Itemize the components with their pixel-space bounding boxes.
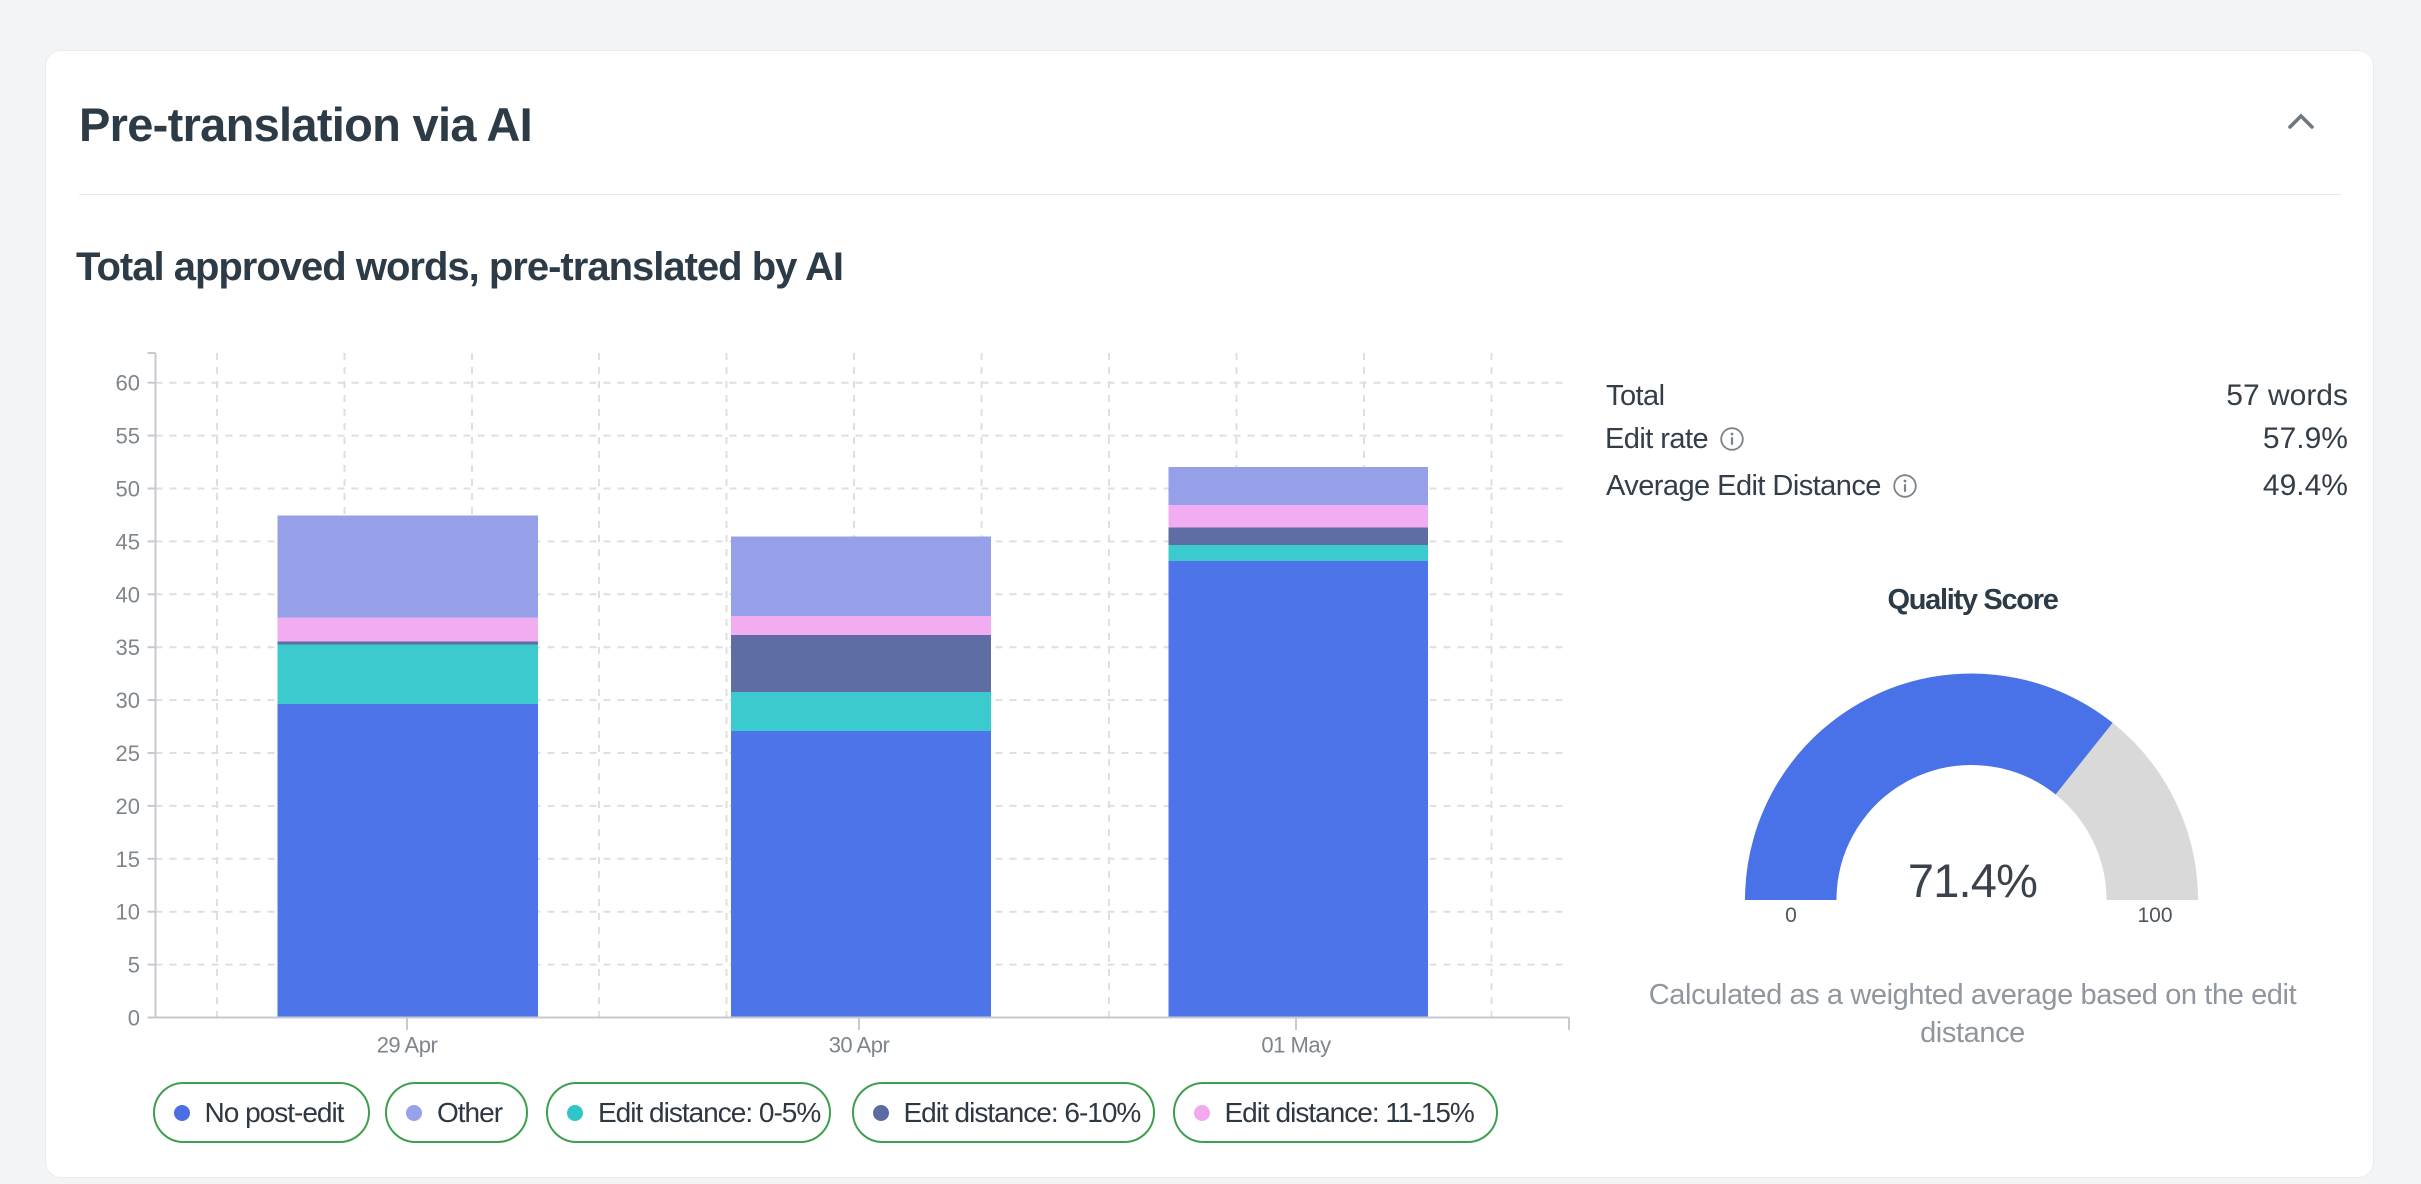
svg-text:01 May: 01 May bbox=[1261, 1032, 1331, 1057]
svg-text:5: 5 bbox=[128, 953, 140, 978]
svg-text:60: 60 bbox=[116, 371, 140, 396]
svg-text:25: 25 bbox=[116, 741, 140, 766]
svg-text:29 Apr: 29 Apr bbox=[377, 1032, 438, 1057]
svg-text:30 Apr: 30 Apr bbox=[829, 1032, 890, 1057]
svg-text:40: 40 bbox=[116, 582, 140, 607]
svg-text:55: 55 bbox=[116, 424, 140, 449]
svg-text:0: 0 bbox=[128, 1006, 140, 1031]
svg-text:10: 10 bbox=[116, 900, 140, 925]
svg-text:15: 15 bbox=[116, 847, 140, 872]
svg-text:50: 50 bbox=[116, 477, 140, 502]
svg-text:45: 45 bbox=[116, 529, 140, 554]
svg-text:20: 20 bbox=[116, 794, 140, 819]
svg-text:30: 30 bbox=[116, 688, 140, 713]
svg-text:35: 35 bbox=[116, 635, 140, 660]
